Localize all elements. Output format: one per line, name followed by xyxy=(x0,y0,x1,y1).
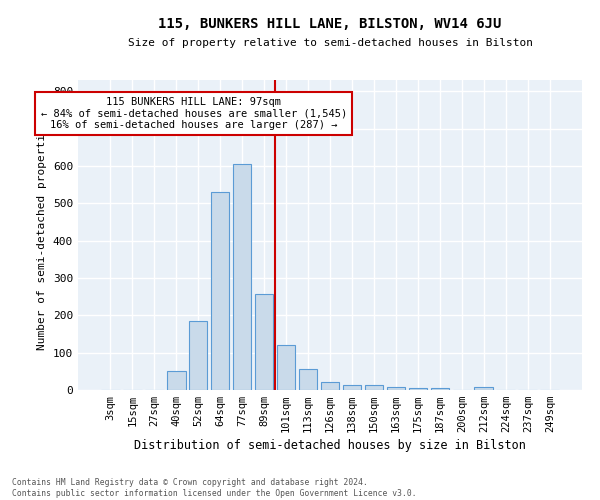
Bar xyxy=(189,321,208,390)
Bar xyxy=(320,382,340,390)
Bar xyxy=(255,294,274,390)
Text: 115, BUNKERS HILL LANE, BILSTON, WV14 6JU: 115, BUNKERS HILL LANE, BILSTON, WV14 6J… xyxy=(158,18,502,32)
Bar xyxy=(277,345,295,390)
Y-axis label: Number of semi-detached properties: Number of semi-detached properties xyxy=(37,120,47,350)
Bar xyxy=(409,388,427,390)
Bar xyxy=(431,388,449,390)
Bar xyxy=(365,385,383,390)
Bar xyxy=(233,164,251,390)
Bar xyxy=(211,192,229,390)
Bar xyxy=(299,368,317,390)
Text: Contains HM Land Registry data © Crown copyright and database right 2024.
Contai: Contains HM Land Registry data © Crown c… xyxy=(12,478,416,498)
Bar xyxy=(475,387,493,390)
Bar xyxy=(386,386,405,390)
Text: 115 BUNKERS HILL LANE: 97sqm
← 84% of semi-detached houses are smaller (1,545)
1: 115 BUNKERS HILL LANE: 97sqm ← 84% of se… xyxy=(41,97,347,130)
Bar xyxy=(167,372,185,390)
Text: Size of property relative to semi-detached houses in Bilston: Size of property relative to semi-detach… xyxy=(128,38,533,48)
Bar xyxy=(343,385,361,390)
X-axis label: Distribution of semi-detached houses by size in Bilston: Distribution of semi-detached houses by … xyxy=(134,440,526,452)
